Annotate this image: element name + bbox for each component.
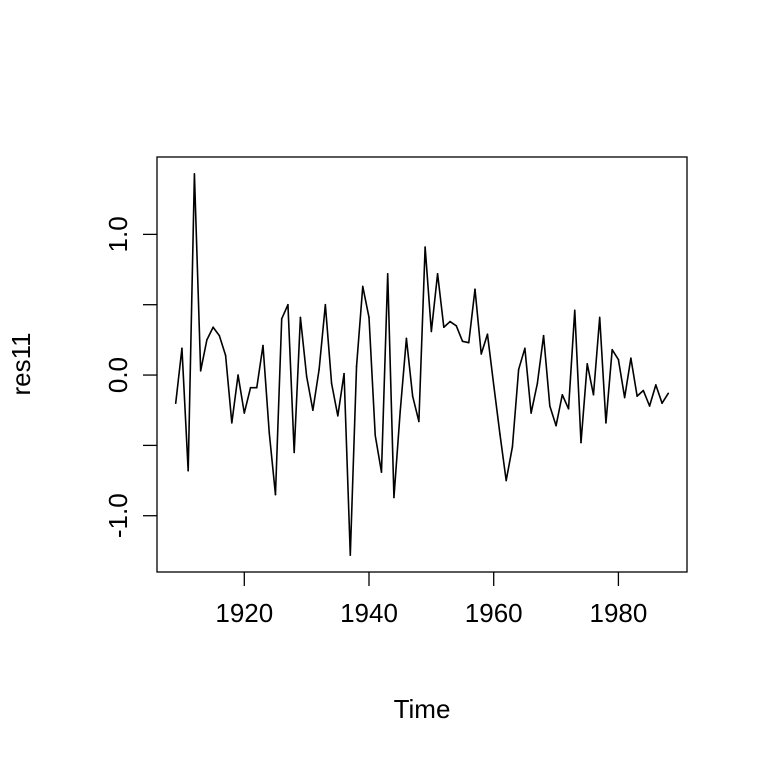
data-point bbox=[181, 347, 183, 350]
data-point bbox=[305, 375, 308, 378]
data-point bbox=[592, 393, 595, 396]
y-tick-label: -1.0 bbox=[103, 493, 133, 538]
data-point bbox=[436, 272, 439, 275]
data-point bbox=[474, 288, 476, 291]
data-point bbox=[262, 344, 264, 347]
data-point bbox=[630, 357, 632, 359]
data-point bbox=[443, 326, 445, 329]
data-point bbox=[193, 173, 196, 175]
data-point bbox=[598, 316, 601, 319]
data-point bbox=[455, 325, 458, 327]
data-point bbox=[330, 382, 333, 385]
data-point bbox=[524, 347, 526, 350]
data-point bbox=[542, 334, 545, 337]
y-tick-label: 1.0 bbox=[103, 216, 133, 252]
data-point bbox=[274, 493, 277, 496]
y-axis: -1.0 0.0 1.0 bbox=[103, 216, 157, 538]
data-point bbox=[386, 272, 389, 275]
data-point bbox=[611, 348, 613, 351]
x-tick-label: 1920 bbox=[215, 598, 273, 628]
data-point bbox=[324, 303, 327, 306]
data-point bbox=[536, 382, 539, 385]
data-point bbox=[399, 410, 401, 413]
data-point bbox=[206, 339, 208, 341]
data-point bbox=[561, 393, 564, 396]
data-point bbox=[355, 365, 358, 368]
data-point bbox=[642, 389, 645, 392]
data-point bbox=[567, 408, 570, 410]
data-point bbox=[243, 412, 246, 414]
data-point bbox=[586, 363, 589, 365]
data-points bbox=[174, 173, 670, 556]
data-point bbox=[573, 309, 576, 312]
data-point bbox=[405, 337, 408, 340]
x-tick-label: 1960 bbox=[465, 598, 523, 628]
data-point bbox=[224, 354, 227, 357]
data-point bbox=[667, 392, 670, 395]
data-point bbox=[461, 340, 464, 343]
data-point bbox=[648, 405, 651, 407]
data-point bbox=[530, 412, 532, 414]
data-point bbox=[231, 422, 233, 424]
data-point bbox=[255, 386, 258, 389]
data-point bbox=[605, 422, 607, 424]
data-point bbox=[212, 326, 214, 329]
data-point bbox=[499, 433, 501, 435]
data-point bbox=[655, 384, 657, 386]
x-tick-label: 1940 bbox=[340, 598, 398, 628]
data-point bbox=[393, 496, 395, 499]
data-point bbox=[174, 402, 177, 404]
data-point bbox=[467, 341, 470, 344]
data-point bbox=[368, 316, 370, 319]
data-point bbox=[505, 479, 507, 482]
data-point bbox=[280, 317, 283, 320]
data-point bbox=[268, 431, 271, 434]
y-tick-label: 0.0 bbox=[103, 357, 133, 393]
data-point bbox=[411, 395, 414, 397]
data-point bbox=[449, 320, 451, 323]
x-axis: 1920 1940 1960 1980 bbox=[215, 572, 647, 628]
data-point bbox=[187, 469, 189, 472]
data-point bbox=[430, 330, 433, 333]
data-point bbox=[636, 395, 638, 397]
data-point bbox=[424, 246, 426, 248]
data-point bbox=[249, 386, 252, 389]
data-point bbox=[218, 334, 221, 337]
y-axis-title: res11 bbox=[6, 332, 36, 395]
data-point bbox=[480, 353, 483, 355]
data-point bbox=[299, 316, 302, 319]
data-point bbox=[380, 471, 383, 473]
data-point bbox=[293, 451, 295, 454]
data-point bbox=[374, 434, 377, 437]
data-point bbox=[549, 405, 551, 407]
data-point bbox=[555, 424, 557, 427]
data-point bbox=[517, 368, 520, 371]
data-point bbox=[580, 441, 582, 444]
data-point bbox=[492, 384, 495, 386]
data-point bbox=[486, 333, 489, 336]
data-point bbox=[661, 402, 663, 404]
data-point bbox=[337, 415, 339, 417]
data-point bbox=[343, 372, 345, 375]
data-point bbox=[349, 554, 352, 556]
data-point bbox=[511, 446, 514, 448]
x-axis-title: Time bbox=[394, 694, 451, 724]
data-point bbox=[199, 370, 202, 372]
plot-box bbox=[156, 156, 688, 573]
x-tick-label: 1980 bbox=[589, 598, 647, 628]
data-point bbox=[418, 420, 420, 423]
data-point bbox=[617, 358, 620, 361]
data-point bbox=[318, 368, 320, 371]
data-point bbox=[623, 396, 626, 399]
data-point bbox=[237, 374, 239, 376]
data-point bbox=[287, 303, 289, 306]
data-point bbox=[312, 409, 314, 412]
series-line bbox=[174, 173, 669, 556]
data-point bbox=[361, 285, 364, 288]
